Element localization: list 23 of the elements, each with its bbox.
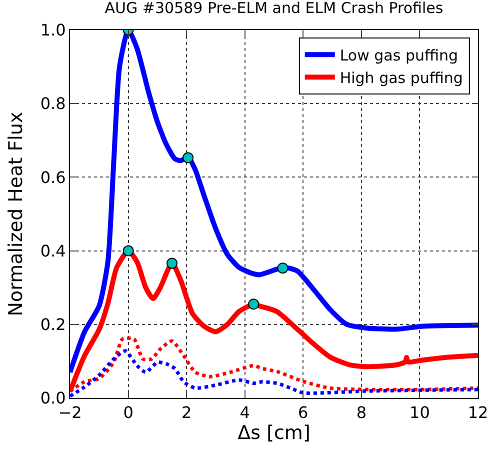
y-tick-label: 0.6: [40, 168, 66, 187]
y-tick-label: 0.4: [40, 241, 66, 260]
legend-label: High gas puffing: [340, 68, 463, 87]
y-axis-title: Normalized Heat Flux: [5, 112, 27, 316]
x-tick-label: 4: [240, 403, 250, 422]
y-tick-label: 0.2: [40, 315, 66, 334]
x-tick-label: 0: [123, 403, 134, 422]
point: [122, 245, 134, 256]
x-tick-label: 8: [356, 403, 367, 422]
line-series: [70, 349, 478, 398]
point: [248, 298, 260, 310]
chart-title: AUG #30589 Pre-ELM and ELM Crash Profiles: [104, 0, 444, 17]
legend-label: Low gas puffing: [340, 46, 458, 64]
point: [182, 152, 194, 164]
x-tick-label: 6: [298, 403, 308, 422]
y-tick-label: 0.8: [40, 94, 66, 114]
point: [277, 262, 288, 274]
x-tick-label: 2: [181, 403, 192, 422]
x-axis-title: Δs [cm]: [238, 422, 310, 444]
x-tick-label: 10: [410, 403, 430, 422]
x-tick-label: 12: [468, 403, 488, 422]
y-tick-label: 1.0: [40, 20, 66, 40]
point: [166, 258, 178, 269]
